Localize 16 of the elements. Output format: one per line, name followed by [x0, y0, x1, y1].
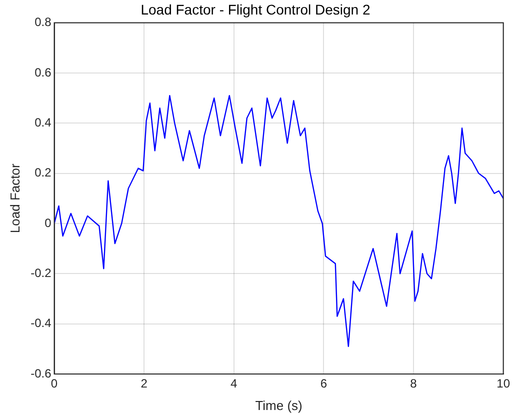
- x-tick-label: 2: [140, 376, 148, 391]
- x-axis-title: Time (s): [255, 398, 302, 413]
- x-tick-label: 6: [320, 376, 328, 391]
- x-tick-label: 4: [230, 376, 238, 391]
- y-tick-label: -0.6: [30, 366, 52, 380]
- chart-title: Load Factor - Flight Control Design 2: [140, 1, 370, 18]
- x-tick-label: 8: [410, 376, 418, 391]
- y-tick-label: 0: [44, 216, 52, 230]
- y-tick-label: -0.4: [30, 316, 52, 330]
- y-tick-label: 0.8: [34, 15, 52, 30]
- y-tick-label: 0.6: [34, 65, 52, 80]
- y-tick-label: 0.4: [34, 115, 52, 130]
- y-tick-label: 0.2: [34, 166, 52, 180]
- y-tick-label: -0.2: [30, 266, 52, 280]
- x-tick-label: 10: [496, 376, 510, 391]
- y-axis-title: Load Factor: [7, 163, 22, 234]
